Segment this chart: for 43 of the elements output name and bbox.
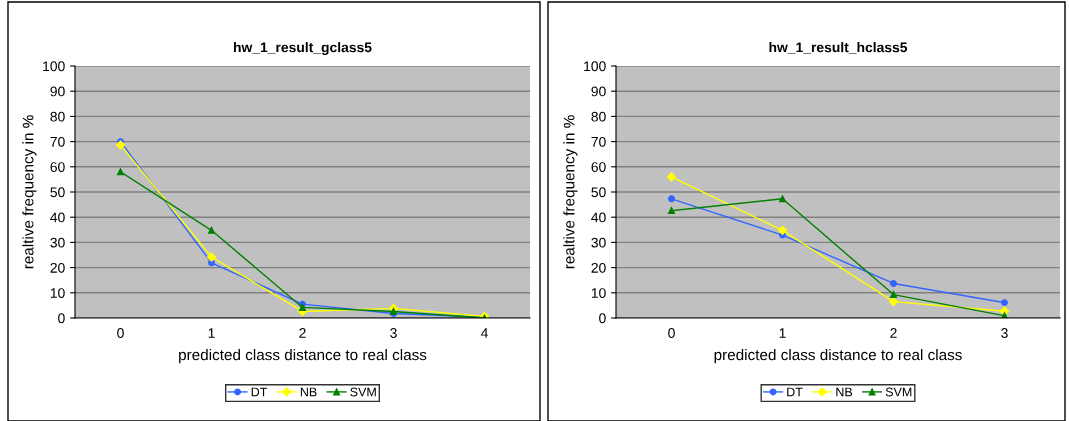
legend-label: NB — [836, 387, 853, 397]
legend-label: DT — [787, 387, 803, 397]
x-tick-label: 0 — [668, 328, 675, 338]
y-tick-label: 10 — [591, 288, 606, 298]
x-tick-label: 4 — [480, 328, 488, 338]
y-tick-label: 80 — [591, 111, 606, 122]
y-tick-label: 60 — [591, 162, 606, 172]
y-tick-label: 0 — [58, 313, 65, 324]
x-axis-title: predicted class distance to real class — [714, 349, 962, 364]
x-axis-title: predicted class distance to real class — [179, 349, 427, 364]
y-tick-label: 100 — [584, 61, 606, 72]
y-axis-title: realtive frequency in % — [22, 115, 37, 269]
y-axis-title: realtive frequency in % — [563, 115, 578, 269]
y-tick-label: 30 — [50, 237, 65, 248]
chart-title: hw_1_result_hclass5 — [769, 42, 908, 54]
y-tick-label: 40 — [591, 212, 606, 223]
y-tick-label: 20 — [50, 262, 65, 273]
y-tick-label: 40 — [50, 212, 65, 223]
y-tick-label: 20 — [591, 262, 606, 273]
y-tick-label: 50 — [50, 187, 65, 198]
y-tick-label: 0 — [599, 313, 606, 324]
x-tick-label: 1 — [208, 328, 215, 338]
x-tick-label: 3 — [1001, 328, 1008, 338]
x-tick-label: 0 — [117, 328, 124, 338]
y-tick-label: 50 — [591, 187, 606, 198]
x-tick-label: 1 — [779, 328, 786, 338]
y-tick-label: 70 — [591, 136, 606, 147]
chart-title: hw_1_result_gclass5 — [233, 42, 372, 56]
x-tick-label: 2 — [299, 328, 306, 338]
y-tick-label: 30 — [591, 237, 606, 248]
y-tick-label: 90 — [50, 86, 65, 97]
legend-label: NB — [300, 387, 317, 397]
y-tick-label: 80 — [50, 111, 65, 122]
y-tick-label: 90 — [591, 86, 606, 97]
legend-label: SVM — [350, 387, 376, 397]
x-tick-label: 2 — [890, 328, 897, 338]
y-tick-label: 70 — [50, 136, 65, 147]
legend-label: DT — [251, 387, 268, 397]
x-tick-label: 3 — [390, 328, 397, 338]
y-tick-label: 60 — [50, 162, 65, 172]
y-tick-label: 100 — [43, 61, 65, 72]
legend-label: SVM — [885, 387, 912, 397]
y-tick-label: 10 — [50, 288, 65, 298]
